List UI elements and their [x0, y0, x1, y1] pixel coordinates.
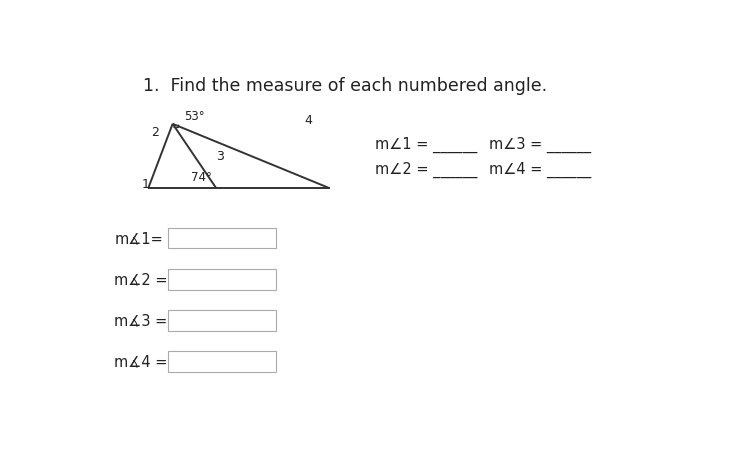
- Bar: [168, 228, 276, 248]
- Text: m∡1=: m∡1=: [114, 231, 163, 246]
- Text: m∠1 = ______: m∠1 = ______: [376, 137, 477, 153]
- Text: 3: 3: [217, 150, 224, 163]
- Text: 53°: 53°: [184, 110, 205, 123]
- Text: m∡2 =: m∡2 =: [114, 272, 168, 287]
- Text: 74°: 74°: [191, 171, 212, 184]
- Text: 1: 1: [141, 178, 149, 191]
- Bar: [168, 269, 276, 290]
- Text: m∠2 = ______: m∠2 = ______: [376, 162, 477, 179]
- Text: 4: 4: [305, 114, 312, 127]
- Text: 1.  Find the measure of each numbered angle.: 1. Find the measure of each numbered ang…: [143, 77, 547, 95]
- Bar: [168, 351, 276, 372]
- Bar: [168, 310, 276, 331]
- Text: m∠3 = ______: m∠3 = ______: [489, 137, 591, 153]
- Text: 2: 2: [151, 126, 159, 140]
- Text: m∡4 =: m∡4 =: [114, 354, 168, 369]
- Text: m∡3 =: m∡3 =: [114, 313, 168, 328]
- Text: m∠4 = ______: m∠4 = ______: [489, 162, 591, 179]
